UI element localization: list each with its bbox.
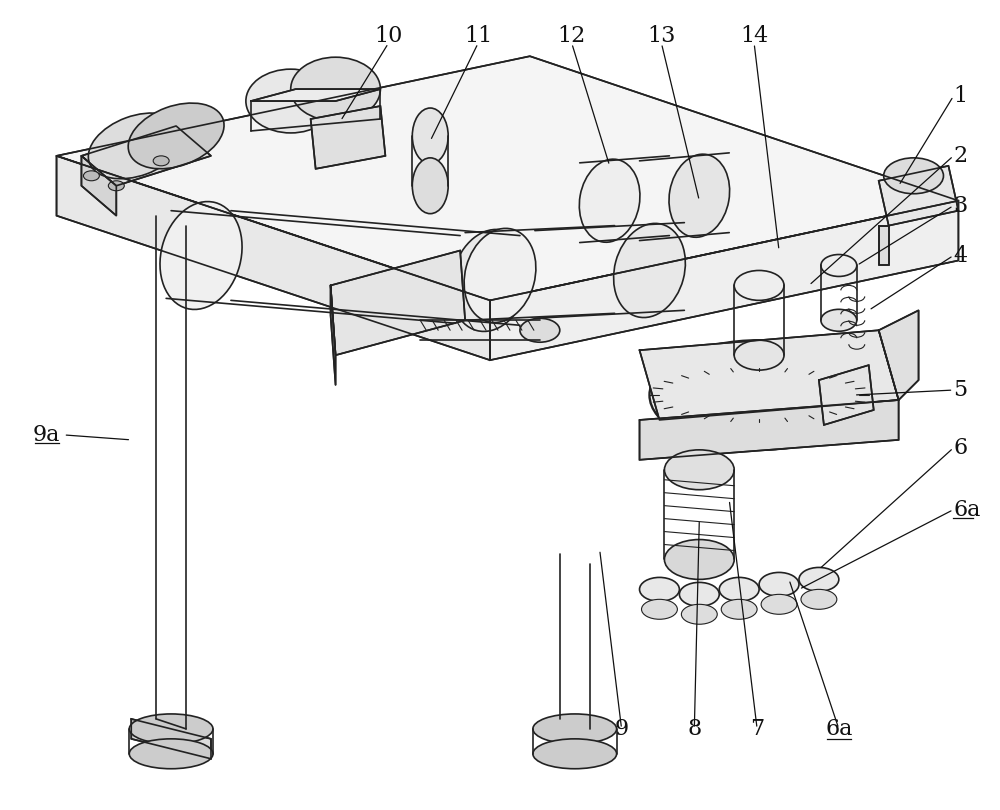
Ellipse shape <box>681 604 717 625</box>
Polygon shape <box>640 400 899 460</box>
Polygon shape <box>879 226 889 266</box>
Ellipse shape <box>721 599 757 620</box>
Text: 3: 3 <box>953 194 968 217</box>
Text: 8: 8 <box>687 718 701 740</box>
Ellipse shape <box>412 108 448 164</box>
Ellipse shape <box>799 568 839 591</box>
Ellipse shape <box>679 582 719 607</box>
Ellipse shape <box>664 450 734 490</box>
Ellipse shape <box>83 171 99 181</box>
Polygon shape <box>57 156 490 360</box>
Ellipse shape <box>129 739 213 769</box>
Ellipse shape <box>128 103 224 168</box>
Ellipse shape <box>291 58 380 121</box>
Polygon shape <box>251 89 380 101</box>
Ellipse shape <box>674 353 844 437</box>
Ellipse shape <box>649 340 869 450</box>
Polygon shape <box>879 166 958 226</box>
Text: 6a: 6a <box>953 499 981 521</box>
Text: 7: 7 <box>750 718 764 740</box>
Polygon shape <box>331 285 336 385</box>
Text: 5: 5 <box>953 379 968 401</box>
Ellipse shape <box>759 573 799 596</box>
Ellipse shape <box>664 539 734 579</box>
Ellipse shape <box>734 340 784 370</box>
Ellipse shape <box>464 228 536 322</box>
Ellipse shape <box>451 229 529 331</box>
Ellipse shape <box>533 739 617 769</box>
Polygon shape <box>81 126 211 185</box>
Polygon shape <box>490 201 958 360</box>
Text: 13: 13 <box>647 25 676 47</box>
Ellipse shape <box>821 309 857 331</box>
Polygon shape <box>81 156 116 215</box>
Ellipse shape <box>520 318 560 342</box>
Ellipse shape <box>579 159 640 242</box>
Ellipse shape <box>246 69 336 133</box>
Ellipse shape <box>801 590 837 609</box>
Text: 9a: 9a <box>33 424 60 446</box>
Ellipse shape <box>88 113 184 179</box>
Ellipse shape <box>761 595 797 614</box>
Text: 9: 9 <box>615 718 629 740</box>
Polygon shape <box>311 106 385 168</box>
Ellipse shape <box>129 714 213 744</box>
Polygon shape <box>57 56 958 301</box>
Text: 10: 10 <box>374 25 403 47</box>
Ellipse shape <box>734 271 784 301</box>
Ellipse shape <box>108 181 124 190</box>
Polygon shape <box>819 365 874 425</box>
Ellipse shape <box>160 202 242 309</box>
Text: 6a: 6a <box>825 718 853 740</box>
Ellipse shape <box>412 158 448 214</box>
Ellipse shape <box>669 154 730 237</box>
Ellipse shape <box>821 254 857 276</box>
Text: 1: 1 <box>953 85 968 107</box>
Ellipse shape <box>884 158 943 194</box>
Text: 2: 2 <box>953 145 968 167</box>
Ellipse shape <box>533 714 617 744</box>
Text: 12: 12 <box>558 25 586 47</box>
Text: 14: 14 <box>740 25 768 47</box>
Polygon shape <box>331 250 465 355</box>
Text: 11: 11 <box>464 25 492 47</box>
Ellipse shape <box>642 599 677 620</box>
Ellipse shape <box>640 578 679 601</box>
Text: 4: 4 <box>953 245 968 266</box>
Polygon shape <box>640 330 899 420</box>
Polygon shape <box>879 310 919 400</box>
Text: 6: 6 <box>953 437 968 458</box>
Ellipse shape <box>153 156 169 166</box>
Polygon shape <box>131 719 211 759</box>
Ellipse shape <box>719 578 759 601</box>
Ellipse shape <box>614 224 685 318</box>
